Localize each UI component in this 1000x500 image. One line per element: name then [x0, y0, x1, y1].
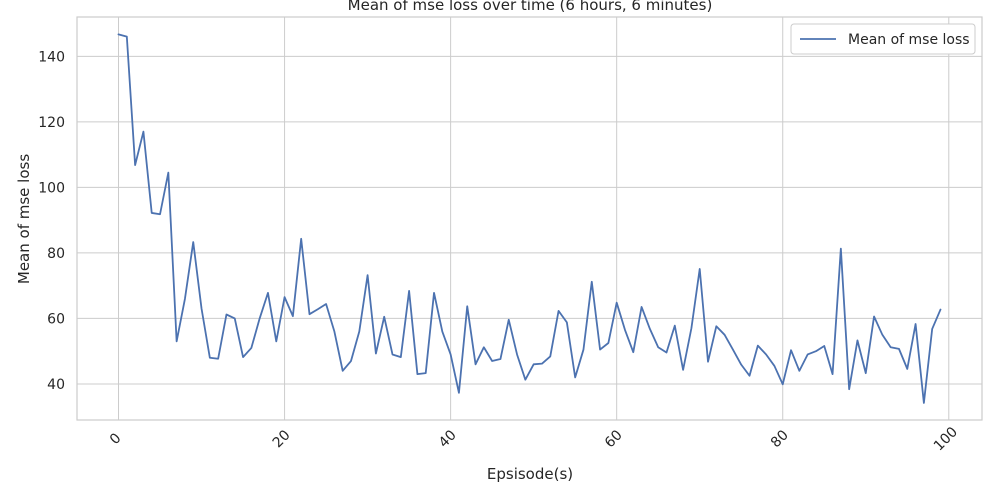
x-tick-label-60: 60 — [602, 427, 626, 451]
plot-frame — [76, 16, 983, 421]
x-tick-label-100: 100 — [931, 424, 961, 454]
y-tick-label-40: 40 — [47, 377, 65, 393]
y-tick-label-80: 80 — [47, 246, 65, 262]
chart-title: Mean of mse loss over time (6 hours, 6 m… — [348, 0, 713, 14]
x-tick-label-20: 20 — [270, 427, 294, 451]
y-tick-label-60: 60 — [47, 311, 65, 327]
x-tick-labels: 0 20 40 60 80 100 — [107, 424, 961, 454]
series-line-0 — [117, 33, 942, 404]
legend-label-mean-mse-loss: Mean of mse loss — [848, 32, 970, 48]
x-tick-label-0: 0 — [107, 430, 125, 448]
legend-box — [790, 23, 976, 55]
x-axis-label: Epsisode(s) — [487, 465, 573, 483]
y-tick-label-140: 140 — [38, 49, 65, 65]
x-tick-label-40: 40 — [436, 427, 460, 451]
y-tick-label-120: 120 — [38, 115, 65, 131]
plot-area — [77, 17, 982, 420]
gridlines — [77, 17, 982, 420]
y-tick-labels: 40 60 80 100 120 140 — [38, 49, 65, 393]
axes-border — [76, 16, 983, 421]
y-tick-label-100: 100 — [38, 180, 65, 196]
x-tick-label-80: 80 — [768, 427, 792, 451]
legend: Mean of mse loss — [790, 23, 976, 55]
series-lines — [117, 33, 942, 404]
y-axis-label: Mean of mse loss — [15, 154, 33, 284]
